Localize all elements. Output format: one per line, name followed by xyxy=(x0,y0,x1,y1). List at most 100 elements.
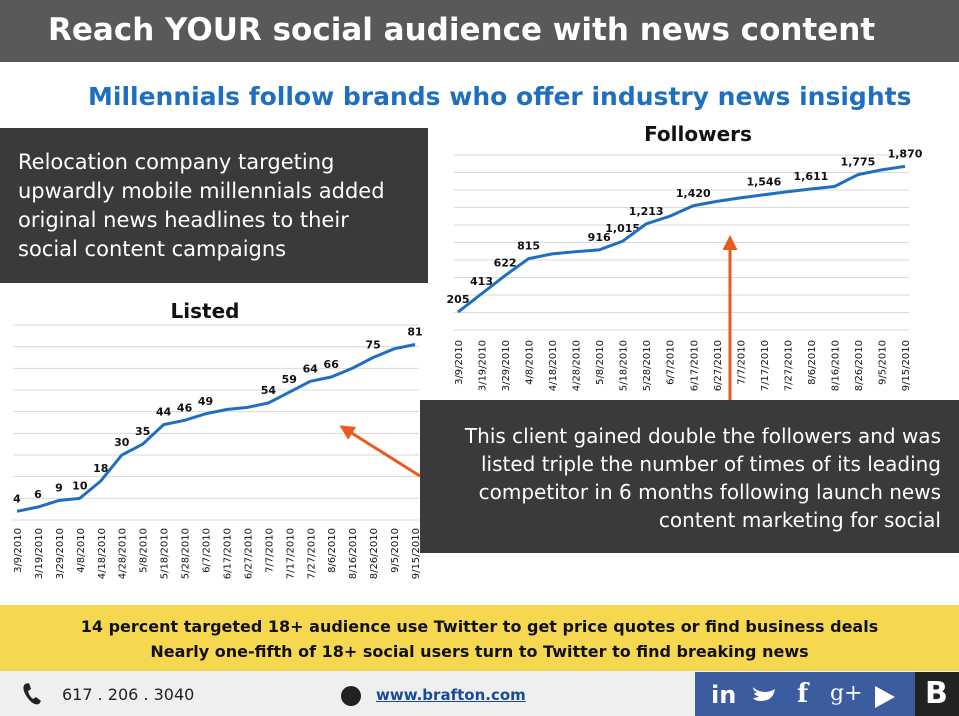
x-tick-label: 8/26/2010 xyxy=(369,528,380,579)
x-tick-label: 7/17/2010 xyxy=(760,340,771,391)
x-tick-label: 4/8/2010 xyxy=(76,528,87,573)
x-tick-label: 3/29/2010 xyxy=(501,340,512,391)
note-box xyxy=(0,128,428,283)
phone-icon xyxy=(23,683,41,705)
website-link[interactable]: www.brafton.com xyxy=(376,686,526,704)
text-line: 14 percent targeted 18+ audience use Twi… xyxy=(80,617,879,636)
x-tick-label: 9/5/2010 xyxy=(877,340,888,385)
subtitle: Millennials follow brands who offer indu… xyxy=(88,82,912,111)
linkedin[interactable]: in xyxy=(711,681,737,709)
x-tick-label: 7/7/2010 xyxy=(264,528,275,573)
facebook[interactable]: f xyxy=(797,679,809,709)
x-tick-label: 3/19/2010 xyxy=(478,340,489,391)
twitter-icon xyxy=(753,687,775,701)
data-label: 49 xyxy=(198,395,213,408)
text-line: original news headlines to their xyxy=(18,208,349,232)
x-tick-label: 5/18/2010 xyxy=(160,528,171,579)
data-label: 54 xyxy=(261,384,277,397)
data-label: 35 xyxy=(135,425,150,438)
data-label: 1,870 xyxy=(888,147,923,160)
header-title: Reach YOUR social audience with news con… xyxy=(48,12,876,48)
play-icon xyxy=(875,686,895,708)
banner-text: 14 percent targeted 18+ audience use Twi… xyxy=(0,614,959,664)
callout: This client gained double the followers … xyxy=(465,422,941,534)
x-tick-label: 4/28/2010 xyxy=(572,340,583,391)
data-label: 6 xyxy=(34,488,42,501)
charts: Followers 3/9/2010 3/19/2010 3/29/2010 4/8/2… xyxy=(13,122,923,579)
phone: 617 . 206 . 3040 xyxy=(62,685,195,704)
x-tick-label: 8/16/2010 xyxy=(348,528,359,579)
x-tick-label: 8/6/2010 xyxy=(807,340,818,385)
data-label: 46 xyxy=(177,401,193,414)
x-tick-label: 9/15/2010 xyxy=(901,340,912,391)
x-tick-label: 3/19/2010 xyxy=(34,528,45,579)
data-label: 413 xyxy=(470,275,493,288)
x-tick-label: 5/28/2010 xyxy=(642,340,653,391)
x-tick-label: 6/27/2010 xyxy=(243,528,254,579)
x-tick-label: 6/7/2010 xyxy=(202,528,213,573)
x-tick-label: 5/18/2010 xyxy=(619,340,630,391)
x-tick-label: 6/7/2010 xyxy=(666,340,677,385)
text-line: content marketing for social xyxy=(658,508,941,532)
header-bar xyxy=(0,0,959,62)
x-tick-label: 5/8/2010 xyxy=(139,528,150,573)
callout-box xyxy=(420,400,959,553)
x-tick-label: 6/27/2010 xyxy=(713,340,724,391)
data-label: 18 xyxy=(93,462,108,475)
data-label: 815 xyxy=(517,240,540,253)
text-line: Relocation company targeting xyxy=(18,150,335,174)
text-line: This client gained double the followers … xyxy=(464,424,941,448)
series-line xyxy=(16,343,416,513)
banner xyxy=(0,605,959,671)
logo: B xyxy=(925,676,948,711)
data-label: 916 xyxy=(588,231,611,244)
x-tick-label: 9/15/2010 xyxy=(411,528,422,579)
data-label: 81 xyxy=(407,326,422,339)
x-tick-label: 4/18/2010 xyxy=(548,340,559,391)
x-tick-label: 7/7/2010 xyxy=(736,340,747,385)
x-tick-label: 7/27/2010 xyxy=(306,528,317,579)
data-label: 9 xyxy=(55,482,63,495)
x-tick-label: 5/8/2010 xyxy=(595,340,606,385)
x-tick-label: 5/28/2010 xyxy=(181,528,192,579)
chart-title: Listed xyxy=(171,299,240,323)
data-label: 1,015 xyxy=(605,222,640,235)
data-label: 205 xyxy=(447,293,470,306)
data-label: 1,775 xyxy=(841,156,876,169)
x-tick-label: 6/17/2010 xyxy=(689,340,700,391)
x-tick-label: 4/8/2010 xyxy=(525,340,536,385)
data-label: 59 xyxy=(282,373,297,386)
text-line: social content campaigns xyxy=(18,237,287,261)
x-tick-label: 4/18/2010 xyxy=(97,528,108,579)
arrow xyxy=(339,425,421,478)
data-label: 1,420 xyxy=(676,187,711,200)
data-label: 10 xyxy=(72,479,88,492)
data-label: 1,213 xyxy=(629,205,664,218)
globe-icon xyxy=(341,686,361,706)
data-label: 1,611 xyxy=(793,170,828,183)
x-tick-label: 3/9/2010 xyxy=(454,340,465,385)
x-tick-label: 8/26/2010 xyxy=(854,340,865,391)
x-tick-label: 7/27/2010 xyxy=(783,340,794,391)
googleplus[interactable]: g+ xyxy=(830,681,863,706)
x-tick-label: 9/5/2010 xyxy=(390,528,401,573)
x-tick-label: 4/28/2010 xyxy=(118,528,129,579)
logo-box xyxy=(915,672,959,716)
text-line: listed triple the number of times of its… xyxy=(480,452,941,476)
data-label: 1,546 xyxy=(746,176,781,189)
x-tick-label: 8/6/2010 xyxy=(327,528,338,573)
series-line xyxy=(457,164,906,314)
text-line: competitor in 6 months following launch … xyxy=(478,480,941,504)
data-label: 66 xyxy=(324,358,340,371)
data-label: 64 xyxy=(303,362,319,375)
note: Relocation company targeting upwardly mob… xyxy=(18,148,385,264)
x-tick-label: 3/29/2010 xyxy=(55,528,66,579)
data-label: 4 xyxy=(13,492,21,505)
x-tick-label: 3/9/2010 xyxy=(13,528,24,573)
text-line: Nearly one-fifth of 18+ social users tur… xyxy=(150,642,809,661)
data-label: 30 xyxy=(114,436,130,449)
x-tick-label: 7/17/2010 xyxy=(285,528,296,579)
x-tick-label: 6/17/2010 xyxy=(222,528,233,579)
